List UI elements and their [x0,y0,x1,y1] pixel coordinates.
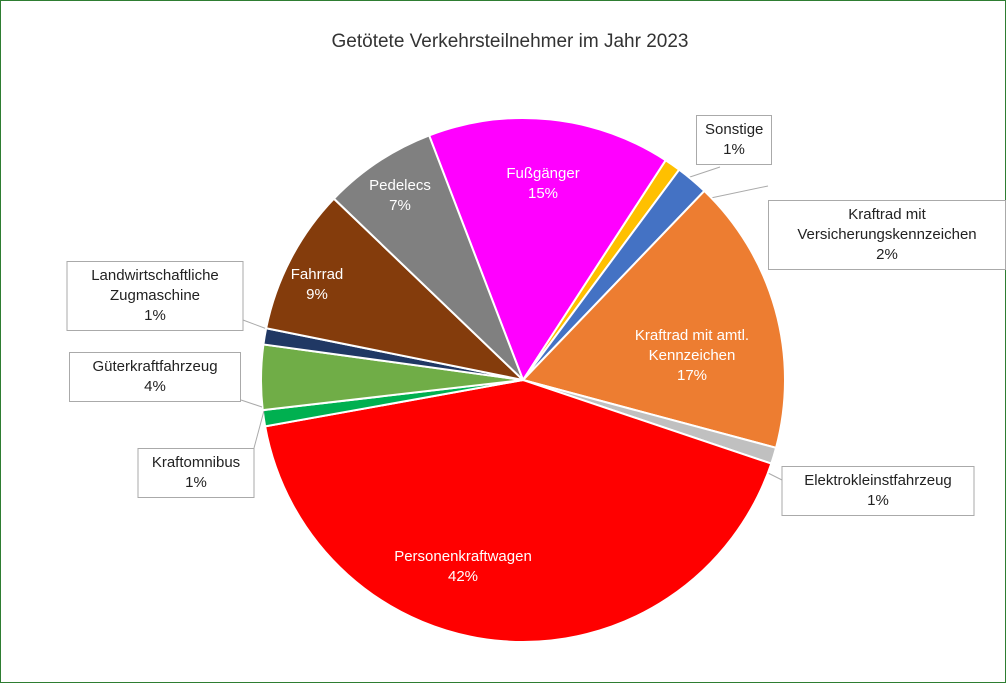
data-label: Güterkraftfahrzeug 4% [69,352,241,402]
leader-line [705,185,769,200]
data-label: Landwirtschaftliche Zugmaschine 1% [66,261,244,331]
value-label: 15% [527,185,559,202]
data-label: Fahrrad 9% [272,265,362,305]
category-name: Kraftrad mit Versicherungskennzeichen [797,206,977,243]
data-label: Kraftrad mit Versicherungskennzeichen 2% [768,200,1006,270]
data-label: Pedelecs 7% [355,176,445,216]
category-name: Kraftrad mit amtl. Kennzeichen [634,327,750,364]
value-label: 4% [144,378,166,395]
category-name: Güterkraftfahrzeug [92,358,218,375]
value-label: 1% [144,307,166,324]
data-label: Sonstige 1% [696,115,772,165]
category-name: Personenkraftwagen [394,548,532,565]
pie-slice [427,117,668,383]
data-label: Kraftrad mit amtl. Kennzeichen 17% [602,326,782,386]
pie-slice [264,197,527,382]
leader-line [253,406,266,449]
value-label: 7% [389,197,411,214]
category-name: Fußgänger [506,165,580,182]
value-label: 1% [867,492,889,509]
category-name: Sonstige [705,121,764,138]
value-label: 9% [306,286,328,303]
category-name: Elektrokleinstfahrzeug [804,472,952,489]
leader-line [686,166,721,179]
leader-line [242,319,268,330]
leader-line [240,399,263,408]
value-label: 17% [676,367,708,384]
category-name: Pedelecs [369,177,431,194]
category-name: Fahrrad [290,266,344,283]
pie-slice [521,189,786,450]
leader-line [767,472,783,481]
chart-title: Getötete Verkehrsteilnehmer im Jahr 2023 [331,31,689,52]
pie-slice [263,378,773,643]
data-label: Fußgänger 15% [483,164,603,204]
data-label: Personenkraftwagen 42% [353,547,573,587]
value-label: 42% [447,568,479,585]
pie-slice [332,134,524,381]
data-label: Elektrokleinstfahrzeug 1% [781,466,975,516]
category-name: Landwirtschaftliche Zugmaschine [91,267,219,304]
data-label: Kraftomnibus 1% [137,448,255,498]
value-label: 2% [876,246,898,263]
value-label: 1% [723,141,745,158]
category-name: Kraftomnibus [151,454,241,471]
value-label: 1% [185,474,207,491]
